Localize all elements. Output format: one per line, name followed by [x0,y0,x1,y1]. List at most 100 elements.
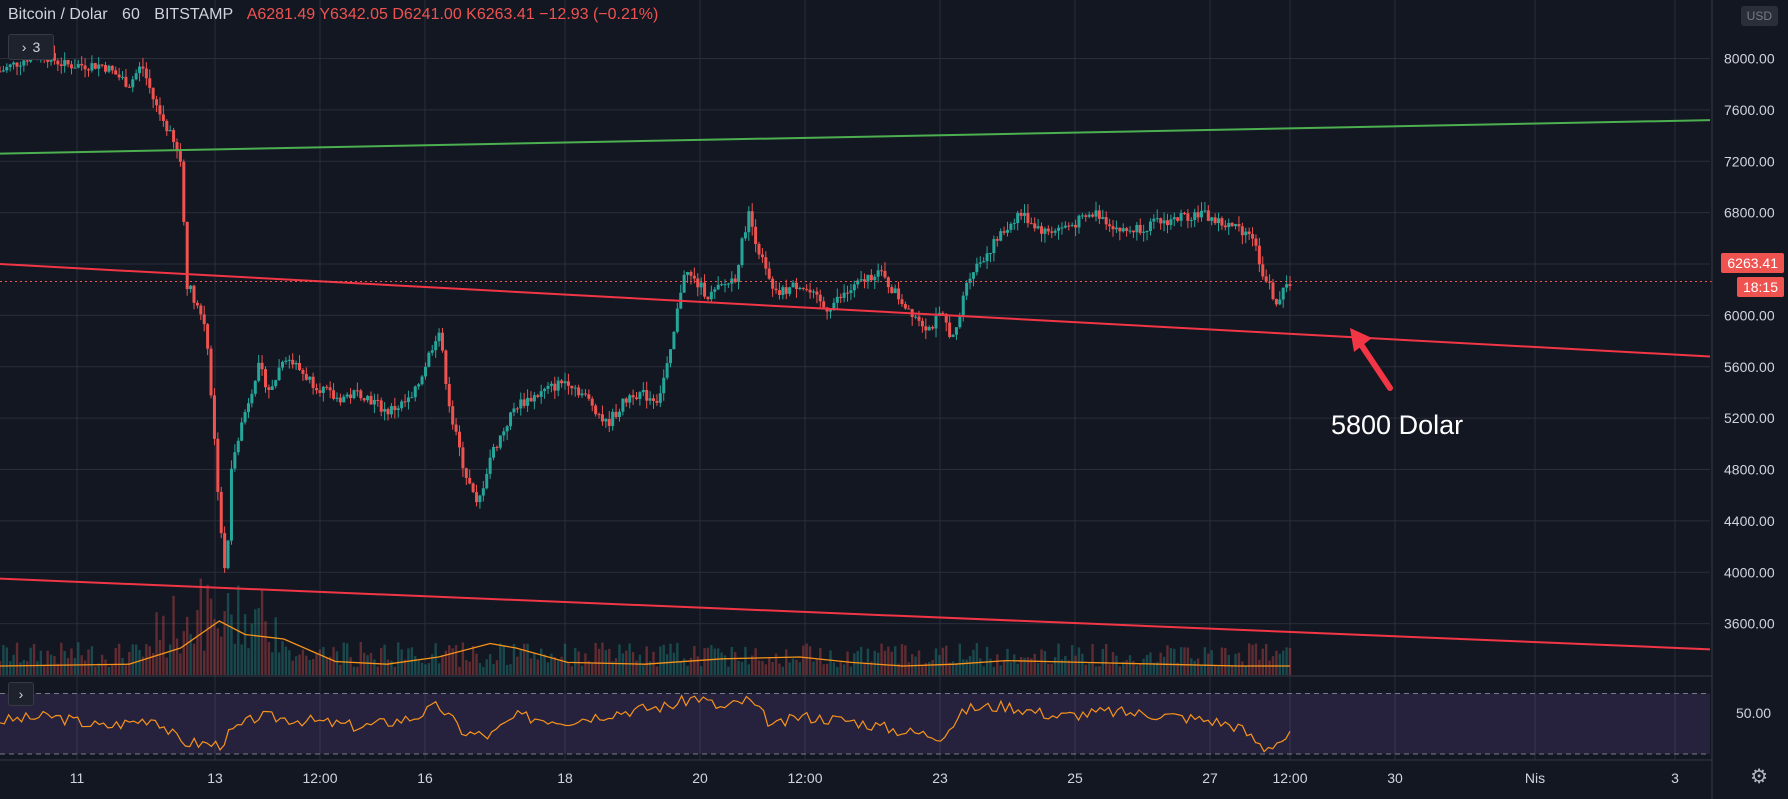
candle-body [669,349,673,364]
time-tick-label: 27 [1202,770,1218,786]
volume-bar [584,653,587,675]
volume-bar [900,644,904,675]
volume-bar [996,654,999,675]
volume-bar [893,646,897,675]
volume-bar [1122,661,1125,675]
candle-body [257,362,261,381]
interval[interactable]: 60 [122,6,140,23]
volume-bar [757,660,761,675]
candle-body [471,483,475,493]
candle-body [570,385,574,389]
candle-body [808,289,812,293]
candle-body [815,291,819,295]
candle-body [641,389,645,393]
candle-body [917,316,921,321]
candle-body [771,278,775,289]
volume-bar [934,648,938,675]
candle-body [457,431,461,448]
candle-body [107,65,111,72]
volume-bar [168,644,172,675]
candle-body [168,130,172,132]
candle-body [1063,225,1067,228]
candle-body [447,384,451,407]
volume-bar [638,654,642,675]
volume-bar [1047,663,1050,675]
candle-body [920,320,924,327]
volume-bar [822,664,825,675]
annotation-text[interactable]: 5800 Dolar [1331,410,1464,440]
gear-icon[interactable]: ⚙ [1750,766,1768,788]
candle-body [818,294,822,302]
volume-bar [339,664,342,675]
time-axis[interactable]: 11 13 12:00 16 18 20 12:00 23 25 27 12:00 30 Nis 3 [0,759,1712,786]
candle-body [359,390,363,399]
volume-bar [733,652,737,675]
candle-body [512,408,516,413]
volume-bar [1115,655,1118,675]
volume-bar [1227,654,1230,675]
volume-bar [992,666,996,675]
candle-body [284,360,288,362]
candle-body [737,264,741,282]
volume-bar [380,648,383,675]
candle-body [747,211,751,233]
candle-body [475,492,479,503]
volume-bar [1013,654,1016,675]
candle-body [389,406,393,415]
candle-body [1159,218,1163,224]
candle-body [263,369,267,388]
candle-body [975,263,979,273]
volume-bar [475,653,478,675]
volume-bar [1224,647,1227,675]
candle-body [835,296,839,303]
price-tick-label: 3600.00 [1724,616,1775,632]
candle-body [1101,217,1105,219]
volume-bar [625,650,628,675]
volume-bar [362,652,366,675]
exchange: BITSTAMP [154,6,234,23]
candle-body [893,288,897,294]
volume-bar [662,644,665,675]
candle-body [652,398,656,401]
candle-body [362,398,366,401]
volume-bar [1288,647,1292,675]
rsi-expand-button[interactable]: › [8,682,34,706]
volume-bar [686,665,689,675]
trend-lines[interactable] [0,119,1711,651]
candle-body [345,394,349,397]
candle-body [638,392,642,400]
volume-bar [1074,655,1077,675]
volume-bar [648,661,652,675]
candle-body [1005,229,1009,233]
indicators-expand-button[interactable]: › 3 [8,34,54,60]
currency-badge[interactable]: USD [1740,6,1778,26]
volume-bar [1060,659,1064,675]
candle-body [12,62,16,65]
volume-bar [175,638,179,675]
volume-bar [665,654,669,675]
candle-body [1220,218,1224,226]
volume-bar [1237,652,1241,675]
volume-bar [815,658,819,675]
candle-body [614,411,618,418]
candle-body [1002,231,1006,233]
volume-bar [26,661,29,675]
candle-body [90,63,94,71]
candle-body [546,385,550,389]
volume-bar [322,647,325,675]
volume-bar [131,644,134,675]
volume-bar [560,656,563,675]
volume-bar [747,664,751,675]
candle-body [1084,215,1088,217]
volume-bar [979,658,982,675]
price-axis[interactable]: 8000.007600.007200.006800.006400.006000.… [1711,0,1775,799]
volume-bar [505,664,509,675]
symbol-name[interactable]: Bitcoin / Dolar [8,6,108,23]
volume-bar [512,643,516,675]
volume-bar [887,646,890,675]
candle-body [8,64,12,67]
volume-bar [567,662,570,675]
volume-bar [802,645,805,675]
candle-body [607,419,611,426]
